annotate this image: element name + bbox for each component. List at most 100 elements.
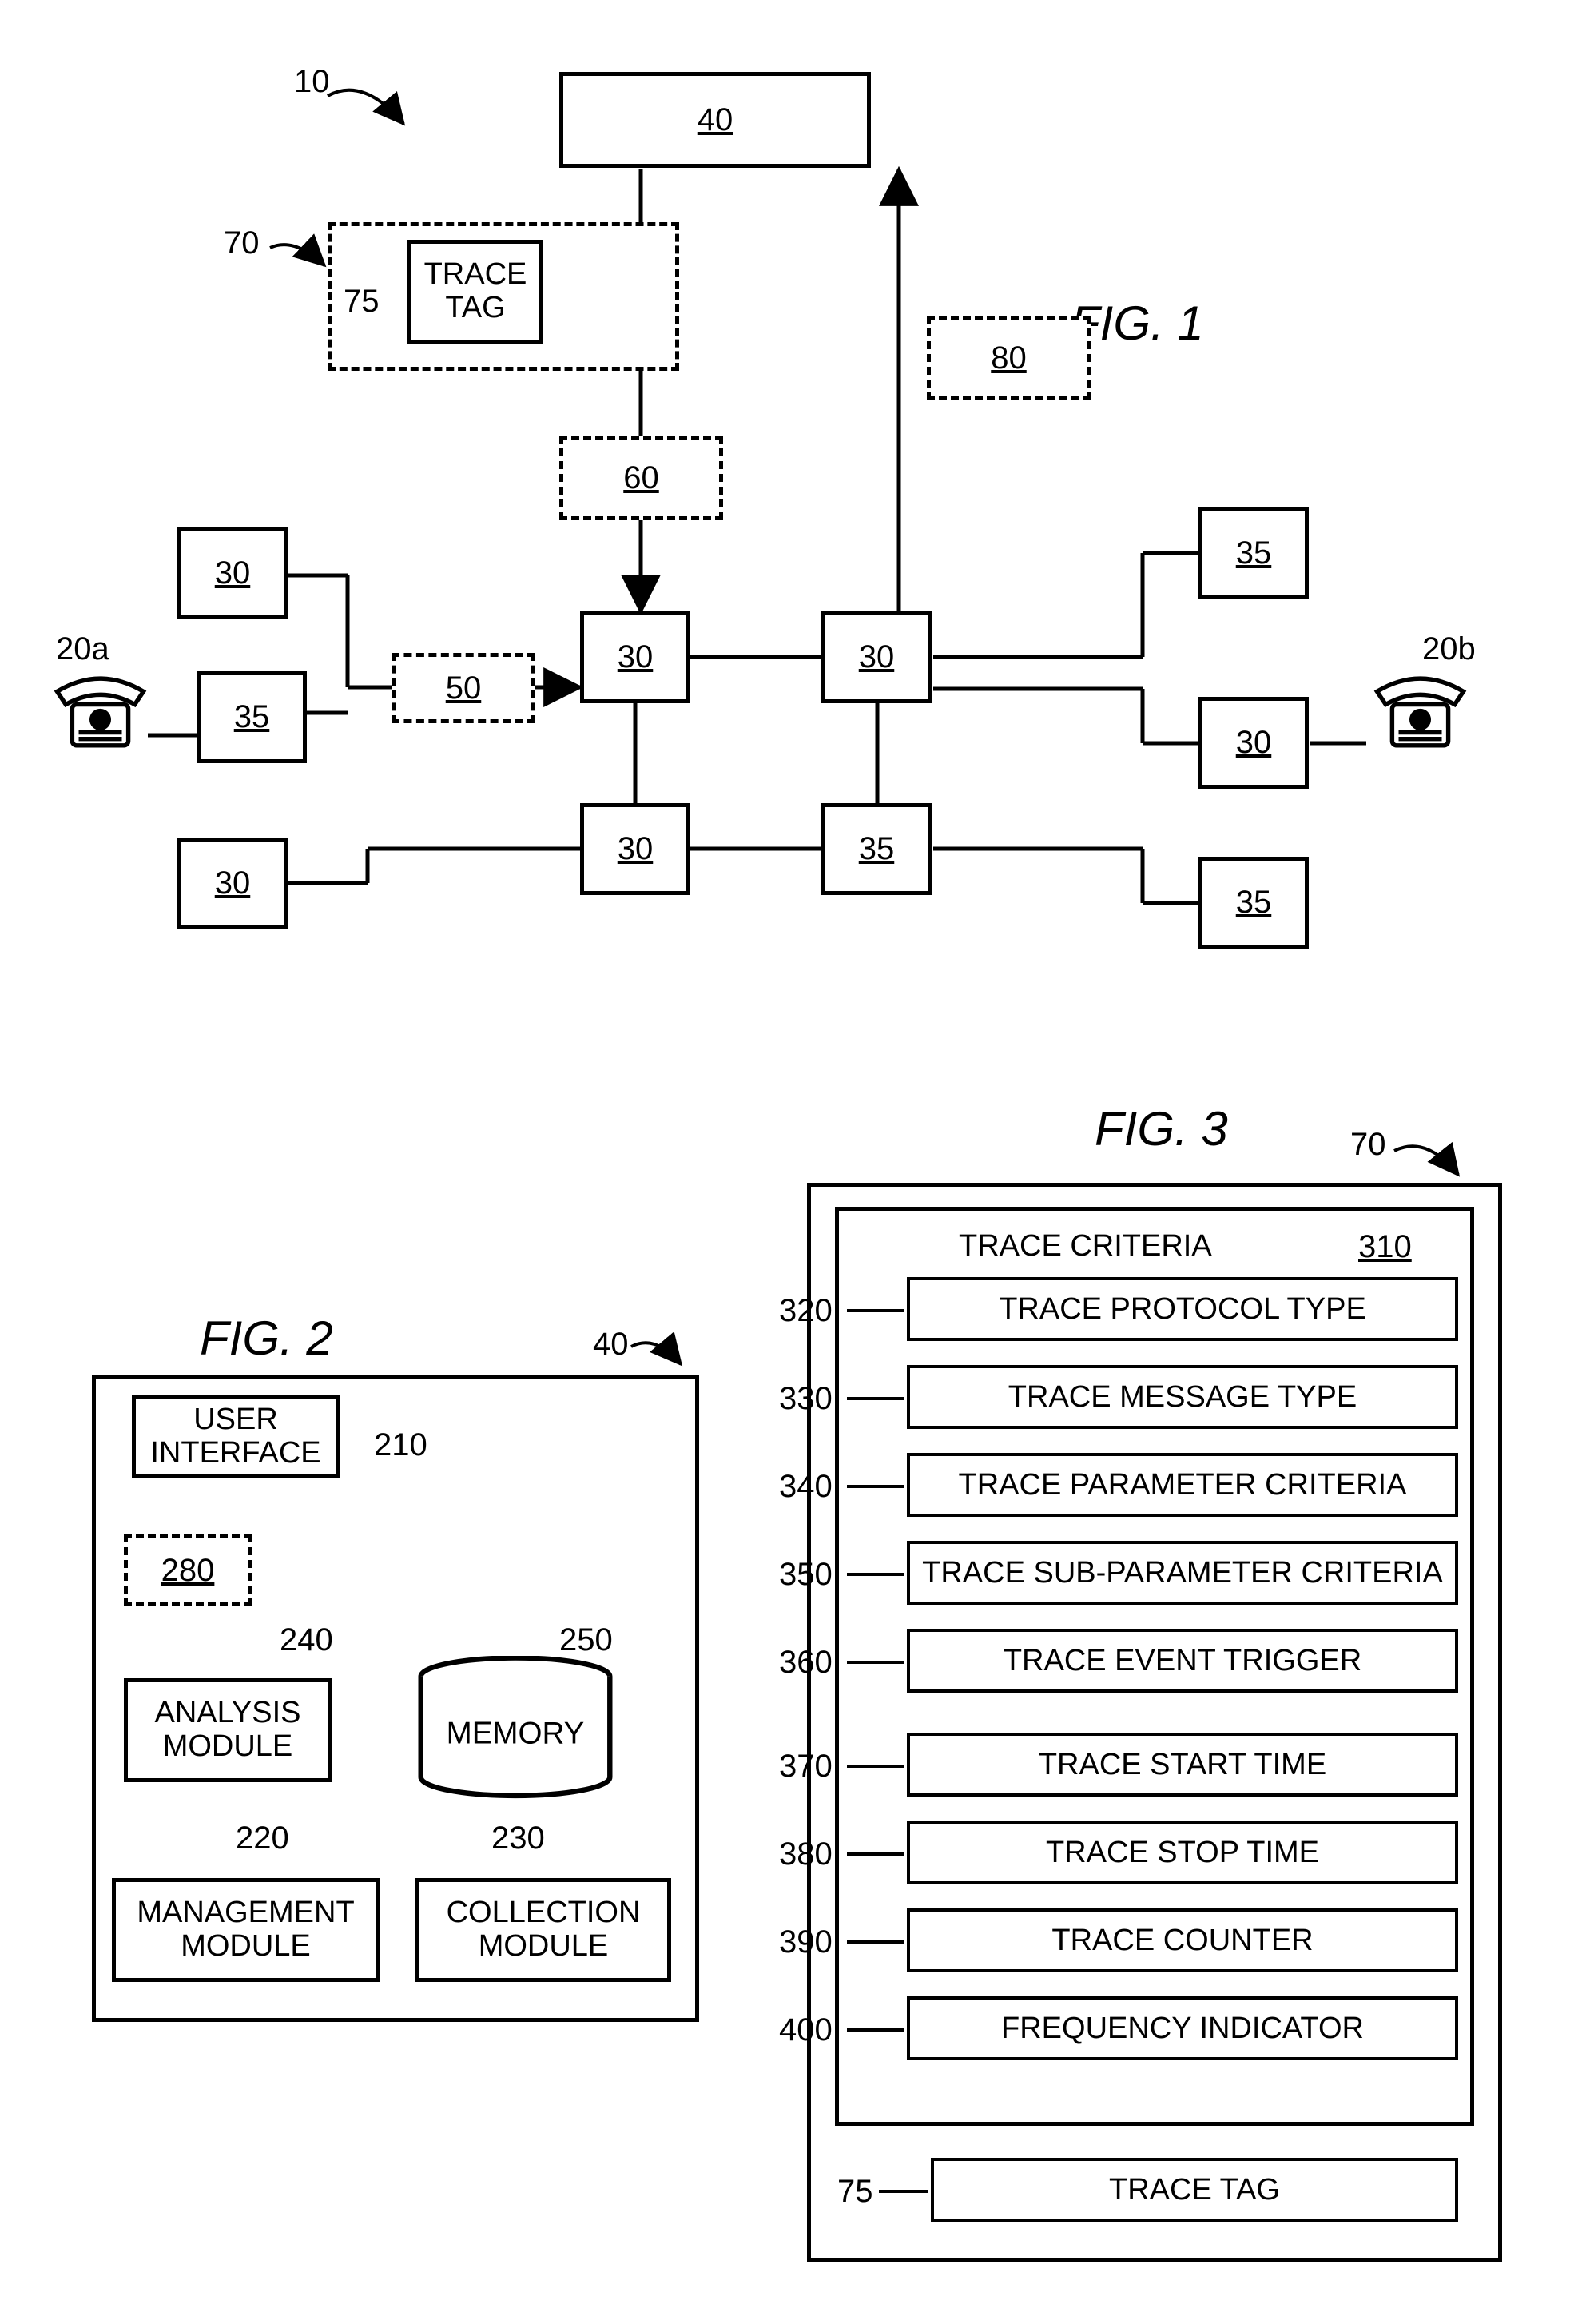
ref-400: 400 [779, 2012, 833, 2048]
leader-75 [879, 2190, 928, 2193]
ref-340: 340 [779, 1469, 833, 1505]
fig3-tracetag-label: TRACE TAG [1109, 2173, 1280, 2207]
node-40: 40 [559, 72, 871, 168]
node-30-c1: 30 [580, 611, 690, 703]
fig3-row-5-label: TRACE START TIME [1039, 1748, 1326, 1782]
collection-box: COLLECTION MODULE [415, 1878, 671, 1982]
fig2-label: FIG. 2 [200, 1311, 333, 1366]
ref-240: 240 [280, 1622, 333, 1658]
leader-400 [847, 2028, 904, 2032]
fig3-row-4: TRACE EVENT TRIGGER [907, 1629, 1458, 1693]
ref-20a: 20a [56, 631, 109, 667]
fig3-row-7-label: TRACE COUNTER [1051, 1924, 1313, 1958]
leader-320 [847, 1309, 904, 1312]
fig3-row-6-label: TRACE STOP TIME [1046, 1836, 1319, 1870]
memory-cylinder-icon: MEMORY [407, 1656, 623, 1800]
user-interface-box: USER INTERFACE [132, 1395, 340, 1478]
management-label: MANAGEMENT MODULE [137, 1896, 354, 1964]
dashed-280: 280 [124, 1534, 252, 1606]
ref-35: 35 [1236, 885, 1272, 921]
ref-40: 40 [698, 102, 733, 138]
ref-30: 30 [859, 639, 895, 675]
ref-390: 390 [779, 1924, 833, 1960]
ref-280: 280 [161, 1553, 215, 1589]
leader-390 [847, 1940, 904, 1944]
trace-tag-box: TRACE TAG [407, 240, 543, 344]
ref-30: 30 [618, 639, 654, 675]
fig3-row-3: TRACE SUB-PARAMETER CRITERIA [907, 1541, 1458, 1605]
leader-370 [847, 1765, 904, 1768]
ref-75-fig1: 75 [344, 284, 380, 320]
ref-35: 35 [859, 831, 895, 867]
ref-320: 320 [779, 1293, 833, 1329]
leader-350 [847, 1573, 904, 1576]
management-box: MANAGEMENT MODULE [112, 1878, 380, 1982]
ref-30: 30 [215, 555, 251, 591]
ref-30: 30 [618, 831, 654, 867]
ref-230: 230 [491, 1821, 545, 1856]
fig3-row-1: TRACE MESSAGE TYPE [907, 1365, 1458, 1429]
ref-30: 30 [215, 866, 251, 901]
ref-380: 380 [779, 1837, 833, 1872]
fig3-row-1-label: TRACE MESSAGE TYPE [1008, 1380, 1357, 1415]
phone-icon-b [1366, 671, 1474, 759]
ref-330: 330 [779, 1381, 833, 1417]
fig3-label: FIG. 3 [1095, 1101, 1228, 1156]
node-30-c3: 30 [580, 803, 690, 895]
node-30-c2: 30 [821, 611, 932, 703]
leader-380 [847, 1852, 904, 1856]
analysis-label: ANALYSIS MODULE [154, 1697, 300, 1764]
fig1-label: FIG. 1 [1071, 296, 1204, 351]
fig3-row-2: TRACE PARAMETER CRITERIA [907, 1453, 1458, 1517]
node-35-c4: 35 [821, 803, 932, 895]
memory-label: MEMORY [447, 1716, 585, 1750]
dashed-80: 80 [927, 316, 1091, 400]
ref-210: 210 [374, 1427, 427, 1463]
trace-tag-text: TRACE TAG [424, 258, 527, 325]
fig2-ref-40: 40 [593, 1327, 629, 1363]
leader-360 [847, 1661, 904, 1664]
node-35-r3: 35 [1198, 857, 1309, 949]
ref-220: 220 [236, 1821, 289, 1856]
ref-350: 350 [779, 1557, 833, 1593]
phone-icon-a [46, 671, 154, 759]
dashed-60: 60 [559, 436, 723, 520]
node-35-r1: 35 [1198, 507, 1309, 599]
fig3-title: TRACE CRITERIA [959, 1229, 1212, 1263]
fig3-row-8: FREQUENCY INDICATOR [907, 1996, 1458, 2060]
fig3-row-3-label: TRACE SUB-PARAMETER CRITERIA [922, 1556, 1443, 1590]
ref-35: 35 [1236, 535, 1272, 571]
fig3-row-6: TRACE STOP TIME [907, 1821, 1458, 1884]
user-interface-label: USER INTERFACE [150, 1403, 320, 1470]
fig3-row-0-label: TRACE PROTOCOL TYPE [999, 1292, 1366, 1327]
leader-340 [847, 1485, 904, 1488]
ref-60: 60 [623, 460, 659, 496]
analysis-box: ANALYSIS MODULE [124, 1678, 332, 1782]
ref-30: 30 [1236, 725, 1272, 761]
ref-250: 250 [559, 1622, 613, 1658]
ref-360: 360 [779, 1645, 833, 1681]
node-35-l2: 35 [197, 671, 307, 763]
fig3-tracetag: TRACE TAG [931, 2158, 1458, 2222]
ref-20b: 20b [1422, 631, 1476, 667]
ref-50: 50 [446, 671, 482, 706]
dashed-50: 50 [392, 653, 535, 723]
ref-80: 80 [991, 340, 1027, 376]
leader-330 [847, 1397, 904, 1400]
node-30-l1: 30 [177, 527, 288, 619]
fig3-ref-70: 70 [1350, 1127, 1386, 1163]
ref-70: 70 [224, 225, 260, 261]
fig3-row-2-label: TRACE PARAMETER CRITERIA [959, 1468, 1407, 1502]
fig3-row-0: TRACE PROTOCOL TYPE [907, 1277, 1458, 1341]
fig3-row-4-label: TRACE EVENT TRIGGER [1004, 1644, 1361, 1678]
ref-310: 310 [1358, 1229, 1412, 1265]
canvas: FIG. 1 10 40 70 75 TRACE TAG 60 80 50 30… [0, 0, 1586, 2324]
node-30-l3: 30 [177, 838, 288, 929]
ref-10: 10 [294, 64, 330, 100]
fig3-row-8-label: FREQUENCY INDICATOR [1001, 2012, 1364, 2046]
ref-370: 370 [779, 1749, 833, 1785]
fig3-row-5: TRACE START TIME [907, 1733, 1458, 1797]
ref-35: 35 [234, 699, 270, 735]
ref-75-fig3: 75 [837, 2174, 873, 2210]
collection-label: COLLECTION MODULE [447, 1896, 641, 1964]
